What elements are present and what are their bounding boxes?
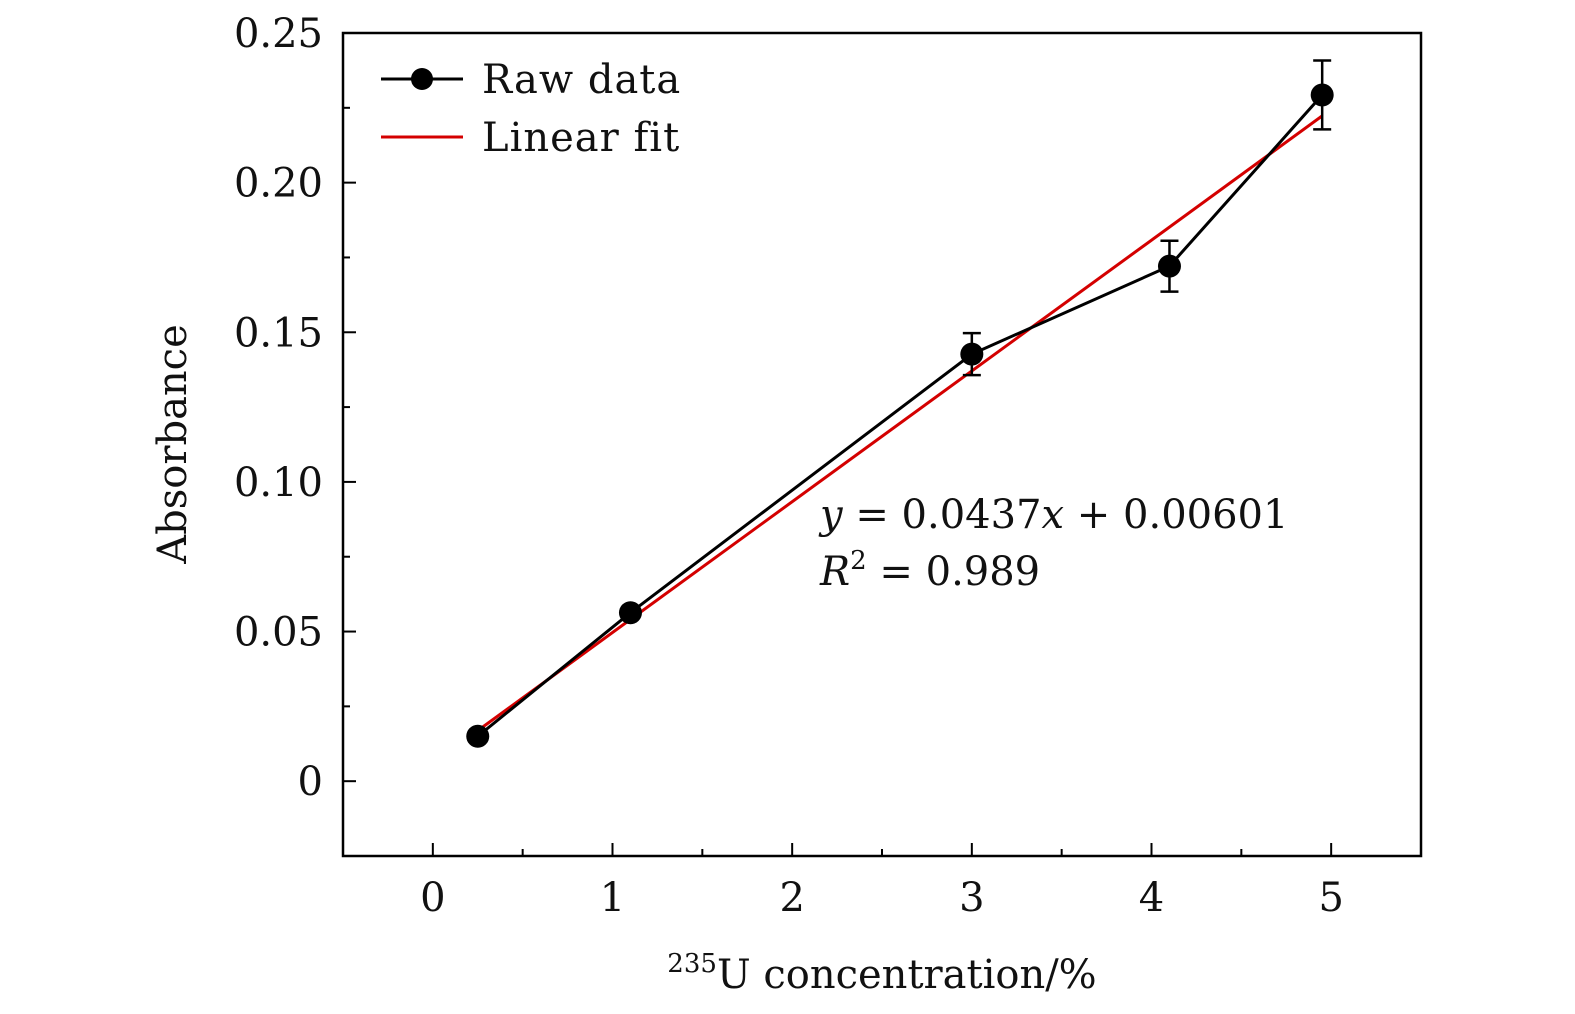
fit-equation: y = 0.0437x + 0.00601: [818, 492, 1288, 538]
x-axis-label-main: U concentration/%: [717, 952, 1097, 998]
y-tick-label: 0.05: [234, 610, 323, 656]
raw-data-point: [1157, 254, 1181, 278]
raw-data-point: [960, 342, 984, 366]
x-axis-label: 235U concentration/%: [667, 949, 1096, 998]
legend: Raw data Linear fit: [381, 57, 681, 161]
raw-data-point: [618, 601, 642, 625]
y-tick-label: 0.25: [234, 11, 323, 57]
raw-data-point: [466, 724, 490, 748]
y-tick-label: 0.20: [234, 161, 323, 207]
r-squared: R2 = 0.989: [819, 546, 1040, 595]
x-tick-label: 0: [420, 875, 445, 921]
legend-fit-label: Linear fit: [482, 115, 680, 161]
r-squared-letter: R: [819, 549, 850, 595]
y-tick-label: 0: [298, 759, 323, 805]
raw-data-layer: [466, 59, 1334, 748]
x-tick-label: 3: [959, 875, 984, 921]
r-squared-superscript: 2: [850, 546, 867, 576]
x-tick-label: 1: [600, 875, 625, 921]
linear-fit-line: [476, 114, 1324, 732]
equation-coefficient: = 0.0437: [843, 492, 1042, 538]
y-tick-label: 0.10: [234, 460, 323, 506]
equation-x: x: [1042, 492, 1065, 538]
y-axis-label: Absorbance: [150, 324, 196, 565]
r-squared-value: = 0.989: [867, 549, 1040, 595]
raw-data-point: [1310, 83, 1334, 107]
x-axis-label-superscript: 235: [667, 949, 717, 979]
equation-y: y: [818, 492, 844, 538]
y-tick-label: 0.15: [234, 310, 323, 356]
x-tick-label: 4: [1139, 875, 1164, 921]
linear-fit-layer: [476, 114, 1324, 732]
legend-raw-label: Raw data: [482, 57, 681, 103]
equation-intercept: + 0.00601: [1064, 492, 1288, 538]
x-tick-label: 2: [779, 875, 804, 921]
x-axis: 0 1 2 3 4 5: [420, 843, 1344, 921]
legend-raw-marker: [411, 68, 433, 90]
x-tick-label: 5: [1318, 875, 1343, 921]
y-axis: 0 0.05 0.10 0.15 0.20 0.25: [234, 11, 356, 857]
